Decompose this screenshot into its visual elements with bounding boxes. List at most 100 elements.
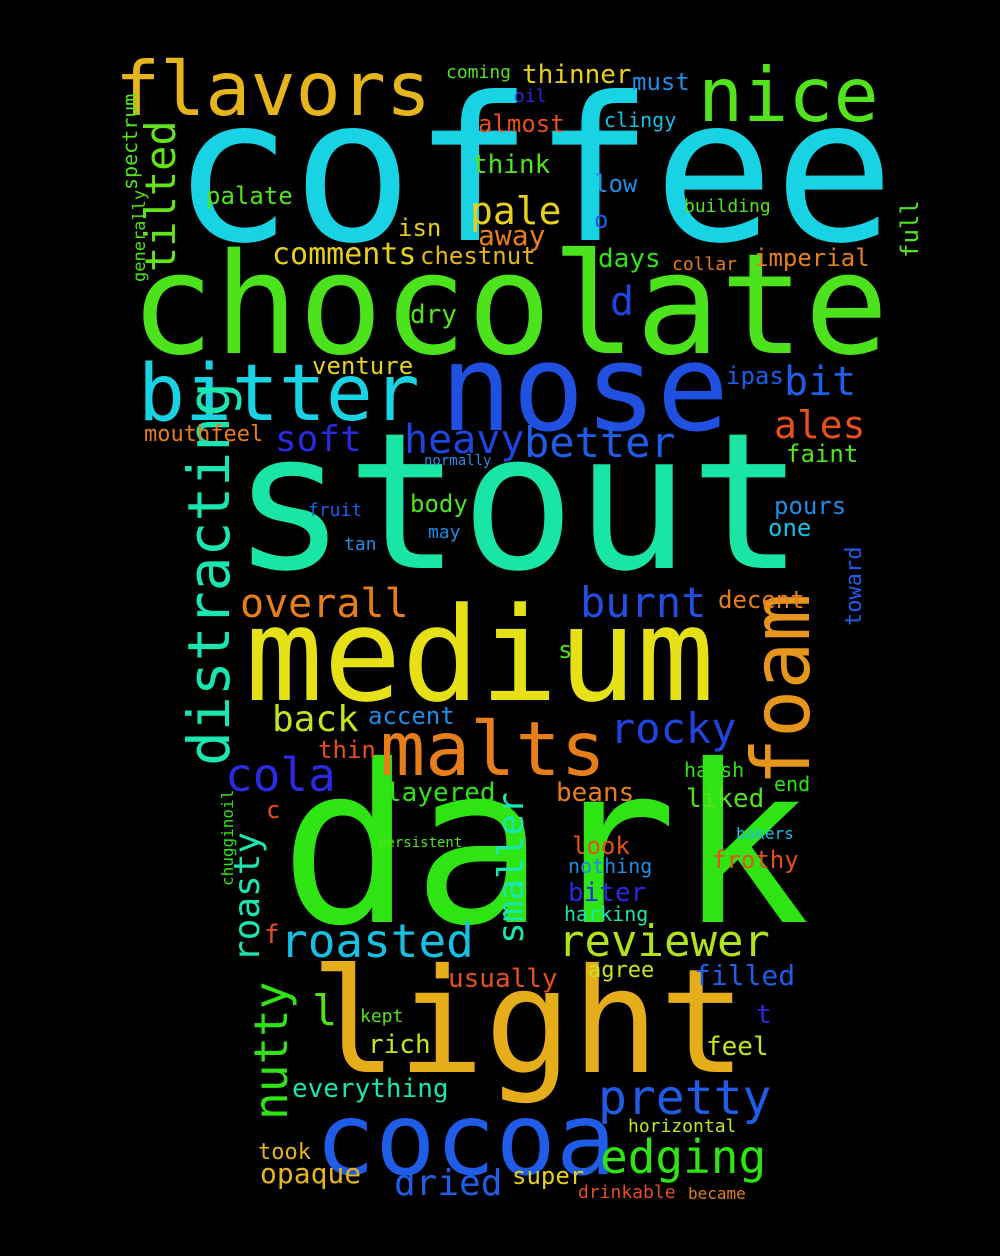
word-cloud-word: usually bbox=[448, 964, 558, 994]
word-cloud-word: dark bbox=[280, 718, 810, 974]
word-cloud-word: roasted bbox=[280, 914, 474, 968]
word-cloud-word: almost bbox=[478, 110, 565, 138]
word-cloud-word: one bbox=[768, 514, 812, 542]
word-cloud-word: cola bbox=[225, 748, 336, 802]
word-cloud-word: isn bbox=[398, 214, 442, 242]
word-cloud-word: nice bbox=[698, 51, 879, 139]
word-cloud-word: light bbox=[310, 938, 747, 1107]
word-cloud-word: f bbox=[264, 920, 280, 950]
word-cloud-word: horizontal bbox=[628, 1116, 737, 1137]
word-cloud-word: smaller bbox=[491, 792, 532, 944]
word-cloud-word: malts bbox=[380, 705, 606, 793]
word-cloud-word: filled bbox=[694, 959, 796, 992]
word-cloud-word: l bbox=[312, 986, 338, 1035]
word-cloud-word: frothy bbox=[712, 846, 799, 874]
word-cloud-word: chugginoil bbox=[218, 789, 237, 886]
word-cloud-word: dry bbox=[410, 300, 457, 330]
word-cloud-word: cocoa bbox=[315, 1081, 617, 1198]
word-cloud-word: opaque bbox=[260, 1157, 362, 1190]
word-cloud-word: thinner bbox=[522, 60, 632, 90]
word-cloud-word: agree bbox=[588, 958, 655, 983]
word-cloud-word: coffee bbox=[172, 55, 895, 288]
word-cloud-word: pretty bbox=[598, 1070, 772, 1126]
word-cloud-word: days bbox=[598, 244, 661, 274]
word-cloud-word: pours bbox=[774, 492, 847, 520]
word-cloud-word: dried bbox=[394, 1163, 503, 1204]
word-cloud-word: think bbox=[472, 150, 551, 180]
word-cloud-word: biter bbox=[568, 878, 647, 908]
word-cloud-word: coming bbox=[446, 62, 512, 83]
word-cloud-word: foam bbox=[735, 593, 828, 786]
word-cloud-word: away bbox=[478, 219, 546, 252]
word-cloud-word: full bbox=[896, 200, 924, 258]
word-cloud-word: tan bbox=[344, 534, 377, 555]
word-cloud-word: drinkable bbox=[578, 1182, 676, 1203]
word-cloud-word: s bbox=[558, 636, 573, 664]
word-cloud-word: oil bbox=[514, 86, 547, 107]
word-cloud-word: rich bbox=[368, 1030, 431, 1060]
word-cloud-word: ipas bbox=[726, 362, 784, 390]
word-cloud-word: harsh bbox=[684, 758, 745, 782]
word-cloud-word: reviewer bbox=[558, 916, 770, 967]
word-cloud-word: fruit bbox=[308, 500, 363, 521]
word-cloud-word: accent bbox=[368, 702, 455, 730]
word-cloud-word: back bbox=[272, 699, 359, 740]
word-cloud-word: pale bbox=[470, 189, 562, 233]
word-cloud-word: nose bbox=[440, 320, 729, 459]
word-cloud-word: body bbox=[410, 490, 468, 518]
word-cloud-word: burnt bbox=[580, 578, 707, 627]
word-cloud-word: bit bbox=[784, 359, 857, 405]
word-cloud-word: kept bbox=[360, 1006, 404, 1027]
word-cloud-word: spectrum bbox=[118, 93, 142, 190]
word-cloud-word: must bbox=[632, 68, 690, 96]
word-cloud-word: rocky bbox=[610, 704, 737, 753]
word-cloud-word: thin bbox=[318, 736, 376, 764]
word-cloud-word: persistent bbox=[378, 835, 463, 851]
word-cloud-word: became bbox=[688, 1184, 746, 1203]
word-cloud-word: t bbox=[756, 1000, 772, 1030]
word-cloud-word: comments bbox=[272, 237, 417, 272]
word-cloud-word: flavors bbox=[115, 45, 432, 133]
word-cloud-word: bitter bbox=[138, 349, 420, 439]
word-cloud-word: clingy bbox=[604, 108, 677, 132]
word-cloud-word: ales bbox=[774, 403, 866, 447]
word-cloud-word: mouthfeel bbox=[144, 422, 264, 447]
word-cloud-word: beans bbox=[556, 778, 635, 808]
word-cloud-word: nutty bbox=[244, 981, 298, 1120]
word-cloud-word: toward bbox=[842, 546, 867, 626]
word-cloud-word: layered bbox=[386, 778, 496, 808]
word-cloud-word: decent bbox=[718, 586, 805, 614]
word-cloud-word: look bbox=[572, 832, 630, 860]
word-cloud-word: liked bbox=[686, 784, 765, 814]
word-cloud-word: heavy bbox=[404, 417, 525, 463]
word-cloud-word: palate bbox=[206, 182, 293, 210]
word-cloud-word: c bbox=[266, 796, 281, 824]
word-cloud-word: end bbox=[774, 772, 811, 796]
word-cloud-word: may bbox=[428, 522, 461, 543]
word-cloud-word: everything bbox=[292, 1074, 449, 1104]
word-cloud-word: building bbox=[684, 196, 771, 217]
word-cloud-word: overall bbox=[240, 581, 409, 627]
word-cloud-word: soft bbox=[275, 419, 362, 460]
word-cloud-word: normally bbox=[424, 453, 492, 469]
word-cloud-word: chestnut bbox=[420, 242, 536, 270]
word-cloud-word: nothing bbox=[568, 854, 653, 878]
word-cloud-word: took bbox=[258, 1140, 311, 1165]
word-cloud-word: d bbox=[610, 279, 635, 325]
word-cloud-word: collar bbox=[672, 254, 738, 275]
word-cloud-word: venture bbox=[312, 352, 414, 380]
word-cloud-word: harking bbox=[564, 902, 649, 926]
word-cloud-word: stout bbox=[232, 392, 804, 613]
word-cloud-word: better bbox=[524, 418, 676, 467]
word-cloud-word: o bbox=[594, 206, 609, 234]
word-cloud-word: low bbox=[594, 170, 638, 198]
word-cloud-word: medium bbox=[245, 579, 715, 731]
word-cloud-word: faint bbox=[786, 440, 859, 468]
word-cloud-word: feel bbox=[706, 1032, 769, 1062]
word-cloud-word: bakers bbox=[736, 824, 794, 843]
word-cloud-word: generally bbox=[130, 189, 150, 282]
word-cloud-word: chocolate bbox=[130, 224, 889, 387]
word-cloud-word: super bbox=[512, 1162, 585, 1190]
word-cloud-word: edging bbox=[600, 1130, 767, 1184]
